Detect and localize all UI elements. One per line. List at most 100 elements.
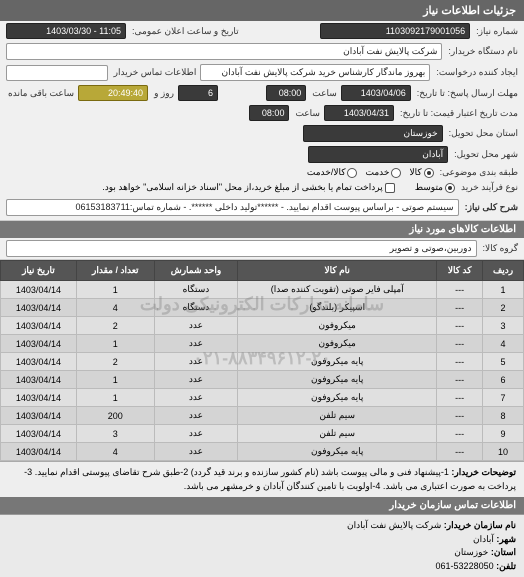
- province-field: خوزستان: [303, 125, 443, 142]
- table-row: 9---سیم تلفنعدد31403/04/14: [1, 425, 524, 443]
- table-cell: 1: [76, 389, 154, 407]
- table-cell: 4: [76, 299, 154, 317]
- table-row: 1---آمپلی فایر صوتی (تقویت کننده صدا)دست…: [1, 281, 524, 299]
- table-cell: عدد: [154, 371, 237, 389]
- table-cell: عدد: [154, 443, 237, 461]
- table-cell: 1: [76, 335, 154, 353]
- table-cell: سیم تلفن: [238, 425, 437, 443]
- validity-date-field: 1403/04/31: [324, 105, 394, 121]
- radio-medium[interactable]: متوسط: [415, 182, 455, 193]
- table-cell: عدد: [154, 317, 237, 335]
- table-row: 2---اسپیکر (بلندگو)دستگاه41403/04/14: [1, 299, 524, 317]
- table-cell: 1403/04/14: [1, 353, 77, 371]
- radio-service[interactable]: خدمت: [365, 167, 401, 178]
- city-label: شهر محل تحویل:: [452, 149, 518, 160]
- table-cell: پایه میکروفون: [238, 389, 437, 407]
- checkbox-icon: [385, 183, 395, 193]
- contact-field: [6, 65, 108, 81]
- subject-cat-group: کالا خدمت کالا/خدمت: [307, 167, 434, 178]
- table-cell: سیم تلفن: [238, 407, 437, 425]
- subject-cat-label: طبقه بندی موضوعی:: [438, 167, 518, 178]
- table-cell: عدد: [154, 353, 237, 371]
- province-label: استان محل تحویل:: [447, 128, 518, 139]
- table-cell: عدد: [154, 335, 237, 353]
- table-row: 7---پایه میکروفونعدد11403/04/14: [1, 389, 524, 407]
- table-cell: 2: [483, 299, 524, 317]
- remain-day-label: روز و: [152, 88, 174, 99]
- table-row: 10---پایه میکروفونعدد41403/04/14: [1, 443, 524, 461]
- table-cell: ---: [437, 407, 483, 425]
- notes-label: توضیحات خریدار:: [451, 467, 516, 477]
- page-header: جزئیات اطلاعات نیاز: [0, 0, 524, 21]
- announce-label: تاریخ و ساعت اعلان عمومی:: [130, 26, 239, 37]
- table-cell: ---: [437, 389, 483, 407]
- goods-group-field: دوربین،صوتی و تصویر: [6, 240, 477, 257]
- table-cell: 4: [483, 335, 524, 353]
- creator-label: ایجاد کننده درخواست:: [434, 67, 518, 78]
- table-cell: میکروفون: [238, 335, 437, 353]
- validity-label: مدت تاریخ اعتبار قیمت: تا تاریخ:: [398, 108, 518, 119]
- radio-dot-icon: [347, 168, 357, 178]
- contact-section-title: اطلاعات تماس سازمان خریدار: [0, 497, 524, 514]
- buy-note-label: پرداخت تمام یا بخشی از مبلغ خرید،از محل …: [102, 182, 382, 193]
- validity-time-field: 08:00: [249, 105, 289, 121]
- table-cell: دستگاه: [154, 299, 237, 317]
- notes-text: 1-پیشنهاد فنی و مالی پیوست باشد (نام کشو…: [24, 467, 516, 491]
- contact-phone-label: تلفن:: [496, 561, 516, 571]
- table-cell: 1403/04/14: [1, 281, 77, 299]
- table-cell: عدد: [154, 389, 237, 407]
- table-cell: 10: [483, 443, 524, 461]
- table-row: 3---میکروفونعدد21403/04/14: [1, 317, 524, 335]
- table-row: 4---میکروفونعدد11403/04/14: [1, 335, 524, 353]
- req-no-field: 1103092179001056: [320, 23, 470, 39]
- radio-both-label: کالا/خدمت: [307, 167, 346, 178]
- contact-label: اطلاعات تماس خریدار: [112, 67, 197, 78]
- table-cell: ---: [437, 371, 483, 389]
- table-header-row: ردیف کد کالا نام کالا واحد شمارش تعداد /…: [1, 261, 524, 281]
- th-name: نام کالا: [238, 261, 437, 281]
- deadline-date-field: 1403/04/06: [341, 85, 411, 101]
- table-cell: ---: [437, 443, 483, 461]
- time-label-2: ساعت: [293, 108, 320, 119]
- th-idx: ردیف: [483, 261, 524, 281]
- buy-type-label: نوع فرآیند خرید: [459, 182, 518, 193]
- contact-city-label: شهر:: [496, 534, 516, 544]
- contact-city: آبادان: [473, 534, 494, 544]
- radio-medium-label: متوسط: [415, 182, 443, 193]
- goods-section-title: اطلاعات کالاهای مورد نیاز: [0, 221, 524, 238]
- radio-goods-label: کالا: [409, 167, 421, 178]
- page-title: جزئیات اطلاعات نیاز: [423, 5, 516, 17]
- table-cell: پایه میکروفون: [238, 353, 437, 371]
- radio-service-label: خدمت: [365, 167, 389, 178]
- table-cell: 1403/04/14: [1, 425, 77, 443]
- table-cell: ---: [437, 425, 483, 443]
- table-cell: ---: [437, 353, 483, 371]
- contact-org-label: نام سازمان خریدار:: [444, 520, 516, 530]
- time-label-1: ساعت: [310, 88, 337, 99]
- table-cell: ---: [437, 299, 483, 317]
- table-cell: 2: [76, 317, 154, 335]
- checkbox-treasury[interactable]: پرداخت تمام یا بخشی از مبلغ خرید،از محل …: [102, 182, 394, 193]
- table-cell: 7: [483, 389, 524, 407]
- req-no-label: شماره نیاز:: [474, 26, 518, 37]
- radio-dot-icon: [391, 168, 401, 178]
- table-cell: 1403/04/14: [1, 443, 77, 461]
- table-cell: میکروفون: [238, 317, 437, 335]
- th-qty: تعداد / مقدار: [76, 261, 154, 281]
- radio-both[interactable]: کالا/خدمت: [307, 167, 358, 178]
- table-cell: ---: [437, 335, 483, 353]
- remain-time-field: 20:49:40: [78, 85, 148, 101]
- table-cell: 1403/04/14: [1, 335, 77, 353]
- table-cell: 3: [76, 425, 154, 443]
- need-title-field: سیستم صوتی - براساس پیوست اقدام نمایید. …: [6, 199, 459, 216]
- table-cell: 9: [483, 425, 524, 443]
- table-cell: 1: [76, 371, 154, 389]
- buyer-org-label: نام دستگاه خریدار:: [446, 46, 518, 57]
- table-cell: 1: [76, 281, 154, 299]
- th-code: کد کالا: [437, 261, 483, 281]
- creator-field: بهروز ماندگار کارشناس خرید شرکت پالایش ن…: [200, 64, 430, 81]
- contact-province-label: استان:: [491, 547, 516, 557]
- table-cell: 1403/04/14: [1, 407, 77, 425]
- radio-dot-icon: [445, 183, 455, 193]
- radio-goods[interactable]: کالا: [409, 167, 433, 178]
